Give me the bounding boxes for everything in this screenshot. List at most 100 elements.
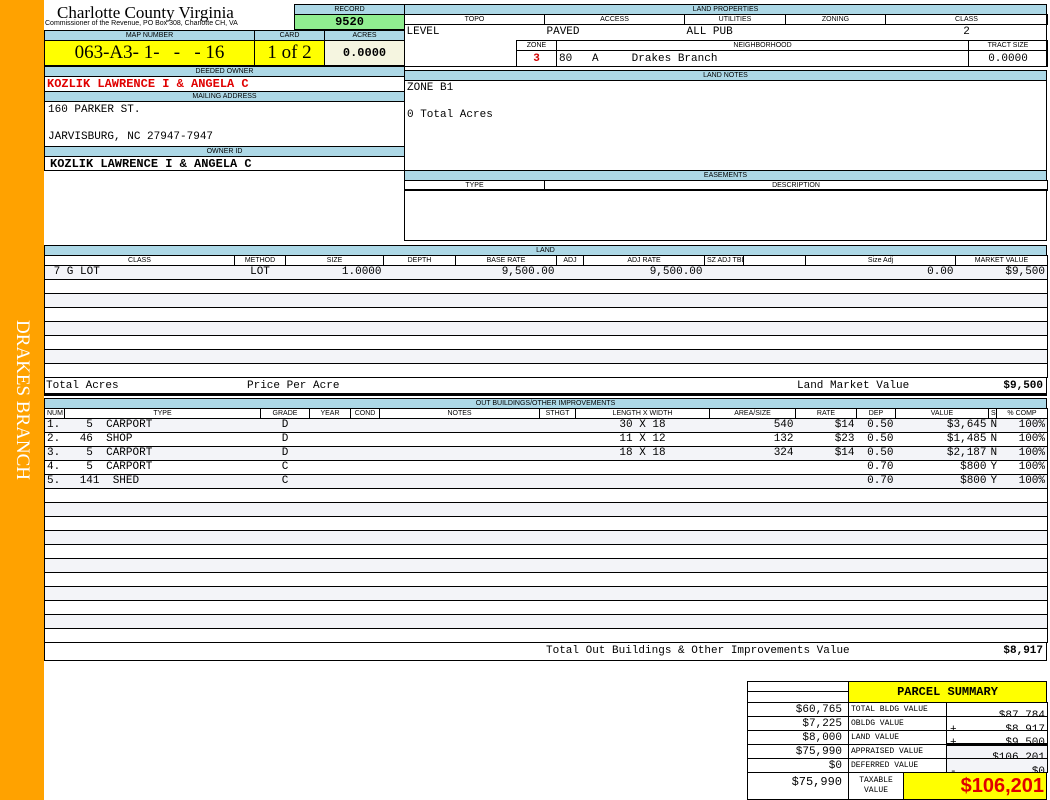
page-subtitle: Commissioner of the Revenue, PO Box 308,… <box>45 20 238 27</box>
table-cell <box>704 321 744 336</box>
table-cell: 0.50 <box>856 432 896 447</box>
table-cell <box>379 432 540 447</box>
table-cell <box>856 502 896 517</box>
taxable-prior: $75,990 <box>747 772 849 800</box>
table-cell: 100% <box>996 460 1048 475</box>
table-cell: 100% <box>996 446 1048 461</box>
class-label: CLASS <box>885 14 1048 25</box>
table-cell: LOT <box>234 265 286 280</box>
table-cell: $14 <box>795 446 857 461</box>
table-cell <box>709 530 796 545</box>
summary-operator: + <box>950 737 957 745</box>
table-cell <box>260 530 310 545</box>
table-cell <box>539 474 576 489</box>
table-cell <box>988 586 997 601</box>
table-cell <box>795 502 857 517</box>
table-cell <box>285 293 384 308</box>
table-cell <box>234 363 286 378</box>
tract-size-label: TRACT SIZE <box>968 40 1048 51</box>
table-cell: 3. <box>44 446 65 461</box>
table-cell <box>805 363 956 378</box>
table-cell <box>539 460 576 475</box>
outbuildings-total-label: Total Out Buildings & Other Improvements… <box>546 645 850 657</box>
table-cell <box>895 488 989 503</box>
summary-row: $75,990 APPRAISED VALUE $106,201 <box>747 743 1048 759</box>
table-cell <box>743 293 806 308</box>
table-row <box>44 600 1048 615</box>
summary-label: APPRAISED VALUE <box>848 744 947 759</box>
column-header: AREA/SIZE <box>709 408 796 419</box>
table-cell <box>64 488 261 503</box>
table-cell <box>583 279 705 294</box>
table-cell <box>379 446 540 461</box>
table-cell <box>704 335 744 350</box>
table-cell <box>856 600 896 615</box>
table-cell <box>64 558 261 573</box>
table-cell <box>575 460 710 475</box>
table-cell <box>539 418 576 433</box>
summary-amount: $0 <box>1031 765 1045 773</box>
table-cell <box>64 614 261 629</box>
table-cell <box>379 614 540 629</box>
table-cell <box>285 335 384 350</box>
table-cell <box>556 307 584 322</box>
column-header: % COMP <box>996 408 1048 419</box>
table-cell <box>709 474 796 489</box>
table-cell: 132 <box>709 432 796 447</box>
table-cell <box>44 363 235 378</box>
table-cell: N <box>988 418 997 433</box>
table-cell <box>583 363 705 378</box>
table-cell: 100% <box>996 418 1048 433</box>
table-cell <box>309 586 351 601</box>
table-cell: Y <box>988 460 997 475</box>
table-cell <box>575 516 710 531</box>
table-cell <box>44 279 235 294</box>
table-cell <box>556 293 584 308</box>
summary-prior-value: $0 <box>747 758 849 773</box>
table-row <box>44 335 1048 350</box>
table-cell <box>350 614 380 629</box>
neighborhood-value: 80 A Drakes Branch <box>556 50 969 67</box>
table-cell <box>955 307 1048 322</box>
table-cell <box>996 572 1048 587</box>
table-cell <box>988 558 997 573</box>
table-cell <box>955 363 1048 378</box>
table-cell <box>895 516 989 531</box>
table-cell <box>539 446 576 461</box>
table-cell <box>234 307 286 322</box>
table-cell <box>895 544 989 559</box>
table-cell <box>996 558 1048 573</box>
table-cell <box>856 614 896 629</box>
table-row: 5. 141 SHED C 0.70 $800 Y 100% <box>44 474 1048 489</box>
card-value: 1 of 2 <box>254 40 325 66</box>
table-cell <box>64 586 261 601</box>
table-cell: 11 X 12 <box>575 432 710 447</box>
table-cell <box>795 572 857 587</box>
table-cell <box>988 572 997 587</box>
table-cell: 0.50 <box>856 446 896 461</box>
zone-table: ZONE NEIGHBORHOOD TRACT SIZE 3 80 A Drakes … <box>516 40 1048 67</box>
table-cell <box>895 572 989 587</box>
table-cell <box>285 279 384 294</box>
table-cell <box>350 446 380 461</box>
summary-value: - $0 <box>946 758 1048 773</box>
table-cell: $9,500 <box>955 265 1048 280</box>
map-number: 063-A3- 1- - - 16 <box>44 40 255 66</box>
table-cell <box>805 279 956 294</box>
summary-prior-value: $75,990 <box>747 744 849 759</box>
table-row <box>44 586 1048 601</box>
table-cell <box>260 614 310 629</box>
zone-value: 3 <box>516 50 557 67</box>
summary-label: LAND VALUE <box>848 730 947 745</box>
table-cell <box>64 628 261 643</box>
table-cell: 46 SHOP <box>64 432 261 447</box>
table-cell <box>234 321 286 336</box>
summary-value: $87,784 <box>946 702 1048 717</box>
table-cell <box>996 600 1048 615</box>
table-cell <box>455 335 557 350</box>
land-market-label: Land Market Value <box>797 380 910 392</box>
table-cell <box>996 628 1048 643</box>
table-cell <box>309 488 351 503</box>
table-cell <box>575 614 710 629</box>
table-cell <box>383 293 456 308</box>
